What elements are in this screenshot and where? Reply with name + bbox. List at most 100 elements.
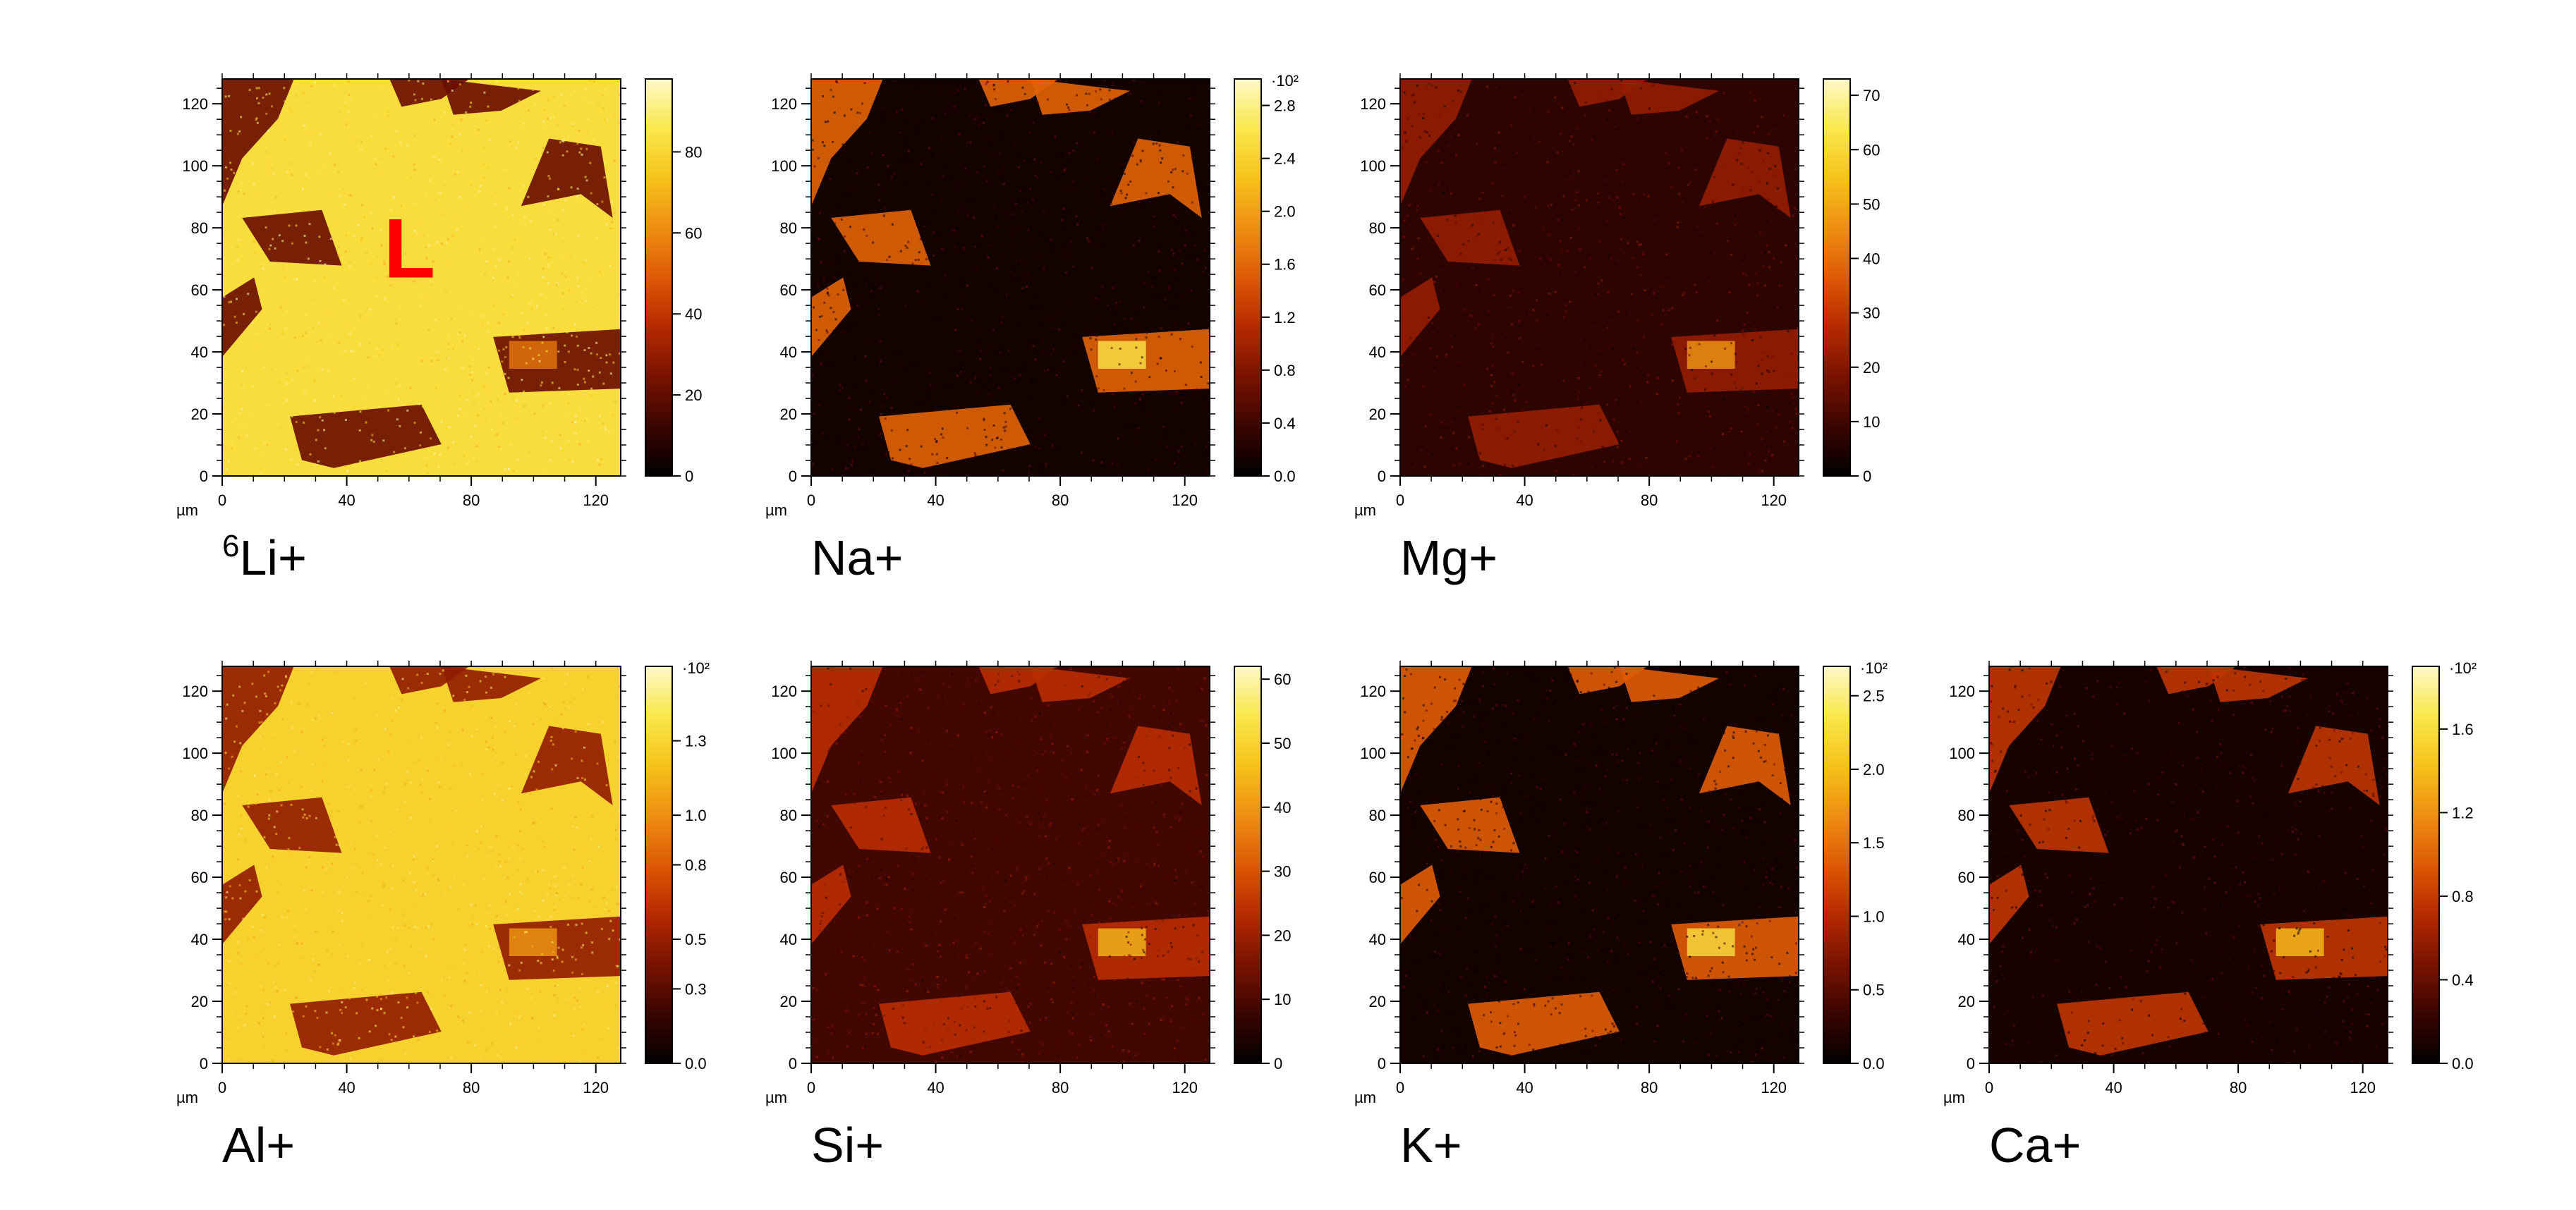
map-speckle — [997, 106, 1000, 109]
map-speckle — [400, 1016, 403, 1019]
map-speckle — [483, 146, 485, 149]
map-speckle — [813, 710, 815, 713]
map-speckle — [1086, 750, 1088, 753]
map-speckle — [1077, 346, 1080, 349]
map-speckle — [447, 334, 450, 336]
map-speckle — [1598, 215, 1600, 218]
map-speckle — [1640, 361, 1643, 364]
map-speckle — [597, 1056, 600, 1059]
map-speckle — [1429, 189, 1432, 192]
map-speckle — [1766, 429, 1768, 432]
map-speckle — [365, 998, 368, 1001]
map-speckle — [576, 826, 578, 829]
map-speckle — [1141, 393, 1144, 396]
map-speckle — [266, 1061, 269, 1063]
map-speckle — [288, 977, 291, 979]
map-speckle — [919, 238, 922, 240]
map-speckle — [580, 883, 583, 886]
y-tick-label: 120 — [182, 95, 208, 113]
map-speckle — [973, 830, 975, 833]
ion-map-panel-al: 0 40 80 120020406080100120µmAl+0.00.30.50.8… — [176, 659, 710, 1173]
map-speckle — [618, 109, 621, 111]
map-speckle — [370, 895, 373, 898]
map-speckle — [1049, 734, 1052, 737]
map-speckle — [856, 111, 859, 114]
map-speckle — [286, 916, 288, 919]
map-speckle — [925, 817, 928, 820]
y-tick-label: 20 — [191, 405, 208, 423]
map-speckle — [825, 896, 827, 899]
map-speckle — [1649, 419, 1651, 422]
map-speckle — [445, 330, 448, 333]
map-speckle — [1505, 195, 1507, 198]
map-speckle — [557, 123, 559, 126]
map-speckle — [1111, 326, 1114, 329]
map-speckle — [1033, 1001, 1036, 1003]
map-speckle — [932, 673, 935, 676]
map-speckle — [1490, 384, 1493, 387]
map-speckle — [942, 791, 944, 794]
map-speckle — [240, 963, 243, 965]
map-speckle — [908, 469, 910, 472]
map-speckle — [919, 117, 922, 120]
map-speckle — [998, 976, 1001, 979]
map-speckle — [499, 119, 501, 122]
map-speckle — [1174, 869, 1177, 872]
map-speckle — [360, 140, 363, 143]
map-speckle — [1168, 286, 1171, 288]
map-speckle — [882, 106, 885, 109]
map-speckle — [1447, 451, 1450, 454]
map-speckle — [1100, 461, 1103, 464]
map-speckle — [607, 910, 610, 912]
map-speckle — [1596, 465, 1598, 468]
map-speckle — [958, 185, 960, 187]
map-speckle — [827, 704, 830, 707]
map-speckle — [370, 135, 373, 138]
map-speckle — [882, 154, 885, 157]
map-speckle — [1696, 225, 1699, 228]
map-speckle — [269, 738, 272, 741]
map-speckle — [303, 813, 306, 816]
map-speckle — [1579, 439, 1581, 442]
map-speckle — [515, 283, 518, 286]
map-speckle — [1755, 382, 1758, 385]
map-speckle — [324, 447, 327, 450]
map-speckle — [402, 711, 405, 713]
map-speckle — [916, 474, 919, 476]
map-speckle — [1070, 752, 1073, 754]
map-speckle — [1448, 267, 1451, 269]
map-speckle — [1003, 183, 1006, 185]
map-speckle — [1645, 456, 1648, 459]
map-speckle — [605, 354, 608, 357]
map-speckle — [825, 121, 827, 123]
map-speckle — [422, 82, 425, 85]
map-speckle — [1121, 163, 1124, 166]
map-speckle — [1418, 136, 1421, 139]
map-speckle — [1401, 145, 1404, 148]
map-speckle — [602, 422, 604, 424]
map-speckle — [1020, 187, 1022, 190]
map-speckle — [300, 752, 303, 755]
map-speckle — [988, 366, 991, 369]
map-speckle — [310, 889, 313, 892]
map-speckle — [228, 301, 231, 304]
map-speckle — [1029, 378, 1032, 381]
map-speckle — [961, 703, 964, 706]
map-speckle — [908, 150, 911, 153]
map-speckle — [533, 718, 535, 721]
map-speckle — [1416, 257, 1419, 260]
map-speckle — [305, 1005, 308, 1008]
map-speckle — [940, 790, 942, 793]
map-speckle — [880, 838, 883, 841]
map-speckle — [451, 842, 454, 845]
map-speckle — [1462, 309, 1465, 312]
map-speckle — [1745, 261, 1748, 264]
map-speckle — [813, 412, 815, 415]
map-speckle — [479, 680, 482, 683]
map-speckle — [397, 926, 400, 929]
map-speckle — [1201, 720, 1203, 722]
map-speckle — [1676, 226, 1679, 228]
map-speckle — [863, 444, 865, 447]
map-speckle — [438, 850, 441, 853]
